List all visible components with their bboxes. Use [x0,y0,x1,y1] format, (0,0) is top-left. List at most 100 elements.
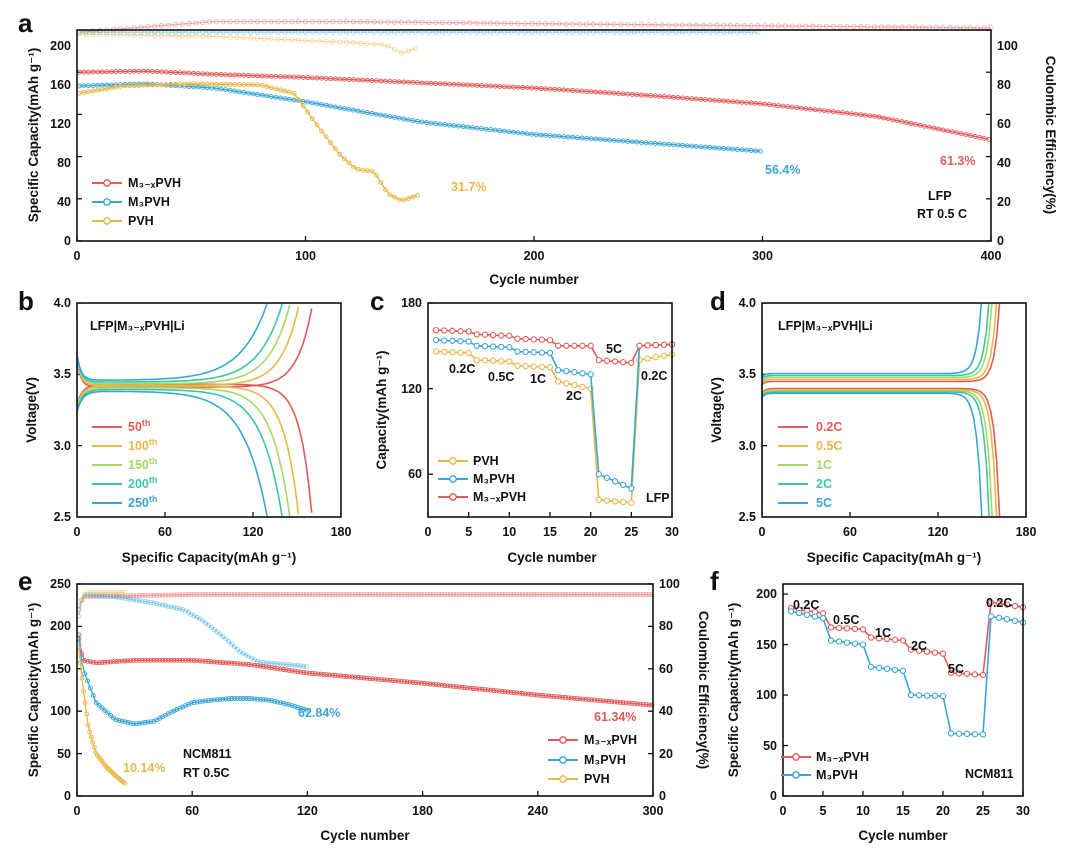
rate-point-m3-xpvh [892,637,897,642]
rate-point-m3pvh [572,370,577,375]
rate-point-m3pvh [820,616,825,621]
rate-point-m3pvh [507,345,512,350]
rate-point-m3-xpvh [458,329,463,334]
legend-label: M₃PVH [128,195,170,209]
rate-point-m3pvh [972,732,977,737]
legend-marker [450,476,456,482]
y-tick-label: 120 [401,382,422,396]
x-tick-label: 180 [412,804,433,818]
rate-point-pvh [564,381,569,386]
rate-point-pvh [507,359,512,364]
rate-point-m3pvh [844,640,849,645]
x-tick-label: 5 [465,525,472,539]
discharge-curve-0.2C [762,389,1000,517]
rate-point-pvh [539,364,544,369]
y2-axis-label: Coulombic Efficiency(%) [1043,56,1058,214]
x-tick-label: 20 [584,525,598,539]
rate-point-m3pvh [988,614,993,619]
rate-point-m3pvh [852,641,857,646]
rate-point-m3-xpvh [645,343,650,348]
capacity-m3-xpvh-line [79,71,988,139]
legend-label: 250th [128,494,157,510]
x-tick-label: 20 [936,804,950,818]
rate-point-m3pvh [876,665,881,670]
discharge-curve-1C [762,391,992,519]
y-axis-label: Voltage(V) [24,377,39,443]
legend-marker [793,754,799,760]
rate-point-m3-xpvh [572,343,577,348]
charge-curve-250th [77,302,268,380]
y-tick-label: 120 [50,117,71,131]
charge-curve-0.2C [762,303,1000,384]
rate-point-m3pvh [804,612,809,617]
y-tick-label: 0 [64,789,71,803]
rate-point-m3pvh [1004,617,1009,622]
rate-point-pvh [458,350,463,355]
panel-a-label: a [18,8,33,38]
rate-point-pvh [531,364,536,369]
rate-point-m3pvh [940,694,945,699]
discharge-curve-150th [77,388,290,516]
panel-a-legend: M₃₋ₓPVH M₃PVH PVH [92,176,181,228]
y2-tick-label: 80 [997,78,1011,92]
rate-point-m3pvh [613,479,618,484]
y-tick-label: 250 [50,577,71,591]
y-tick-label: 2.5 [54,510,71,524]
discharge-curve-0.5C [762,390,997,518]
x-tick-label: 300 [643,804,664,818]
rate-point-pvh [491,358,496,363]
y2-tick-label: 60 [659,662,673,676]
legend-label: PVH [128,214,154,228]
y-tick-label: 3.5 [54,367,71,381]
cell-label: NCM811 [183,747,232,761]
legend-marker [560,737,566,743]
rate-point-m3pvh [900,668,905,673]
y2-tick-label: 100 [997,39,1018,53]
rate-point-m3pvh [1012,618,1017,623]
y2-tick-label: 80 [659,619,673,633]
rate-point-m3-xpvh [621,360,626,365]
y-tick-label: 160 [50,78,71,92]
condition-label: RT 0.5 C [917,207,967,221]
retention-label-m3xpvh: 61.3% [940,154,975,168]
retention-label-m3pvh: 56.4% [765,163,800,177]
cell-config-label: LFP|M₃₋ₓPVH|Li [90,319,185,333]
x-tick-label: 180 [1016,525,1037,539]
rate-point-m3pvh [868,664,873,669]
y-tick-label: 4.0 [739,296,756,310]
panel-a-yticks: 0 40 80 120 160 200 [50,39,71,248]
rate-point-m3pvh [531,350,536,355]
rate-point-m3-xpvh [661,342,666,347]
x-tick-label: 240 [527,804,548,818]
rate-point-pvh [442,349,447,354]
panel-a-frame [77,30,991,241]
rate-point-m3-xpvh [450,328,455,333]
legend-marker [560,776,566,782]
discharge-curve-100th [77,386,299,514]
x-tick-label: 10 [502,525,516,539]
panel-a-y2ticks: 0 20 40 60 80 100 [997,39,1018,248]
rate-point-m3pvh [434,338,439,343]
rate-label: 0.2C [986,596,1012,610]
rate-label: 0.2C [449,362,475,376]
rate-point-m3pvh [828,638,833,643]
legend-marker [104,218,110,224]
x-tick-label: 15 [543,525,557,539]
charge-curve-5C [762,295,982,376]
panel-a: a 0 100 200 300 400 0 40 80 120 160 200 … [18,8,1058,287]
y-axis-label: Specific Capacity(mAh g⁻¹) [26,603,41,777]
x-tick-label: 0 [74,525,81,539]
rate-point-pvh [621,499,626,504]
panel-c-label: c [370,286,384,316]
rate-label: 0.2C [793,598,819,612]
rate-point-m3pvh [892,667,897,672]
rate-point-m3pvh [621,482,626,487]
y-tick-label: 3.0 [739,439,756,453]
y2-tick-label: 0 [659,789,666,803]
rate-point-m3-xpvh [556,343,561,348]
panel-f-label: f [710,566,719,596]
x-tick-label: 60 [843,525,857,539]
cell-label: LFP [646,491,670,505]
x-tick-label: 120 [243,525,264,539]
retention-label-m3xpvh: 61.34% [594,710,636,724]
